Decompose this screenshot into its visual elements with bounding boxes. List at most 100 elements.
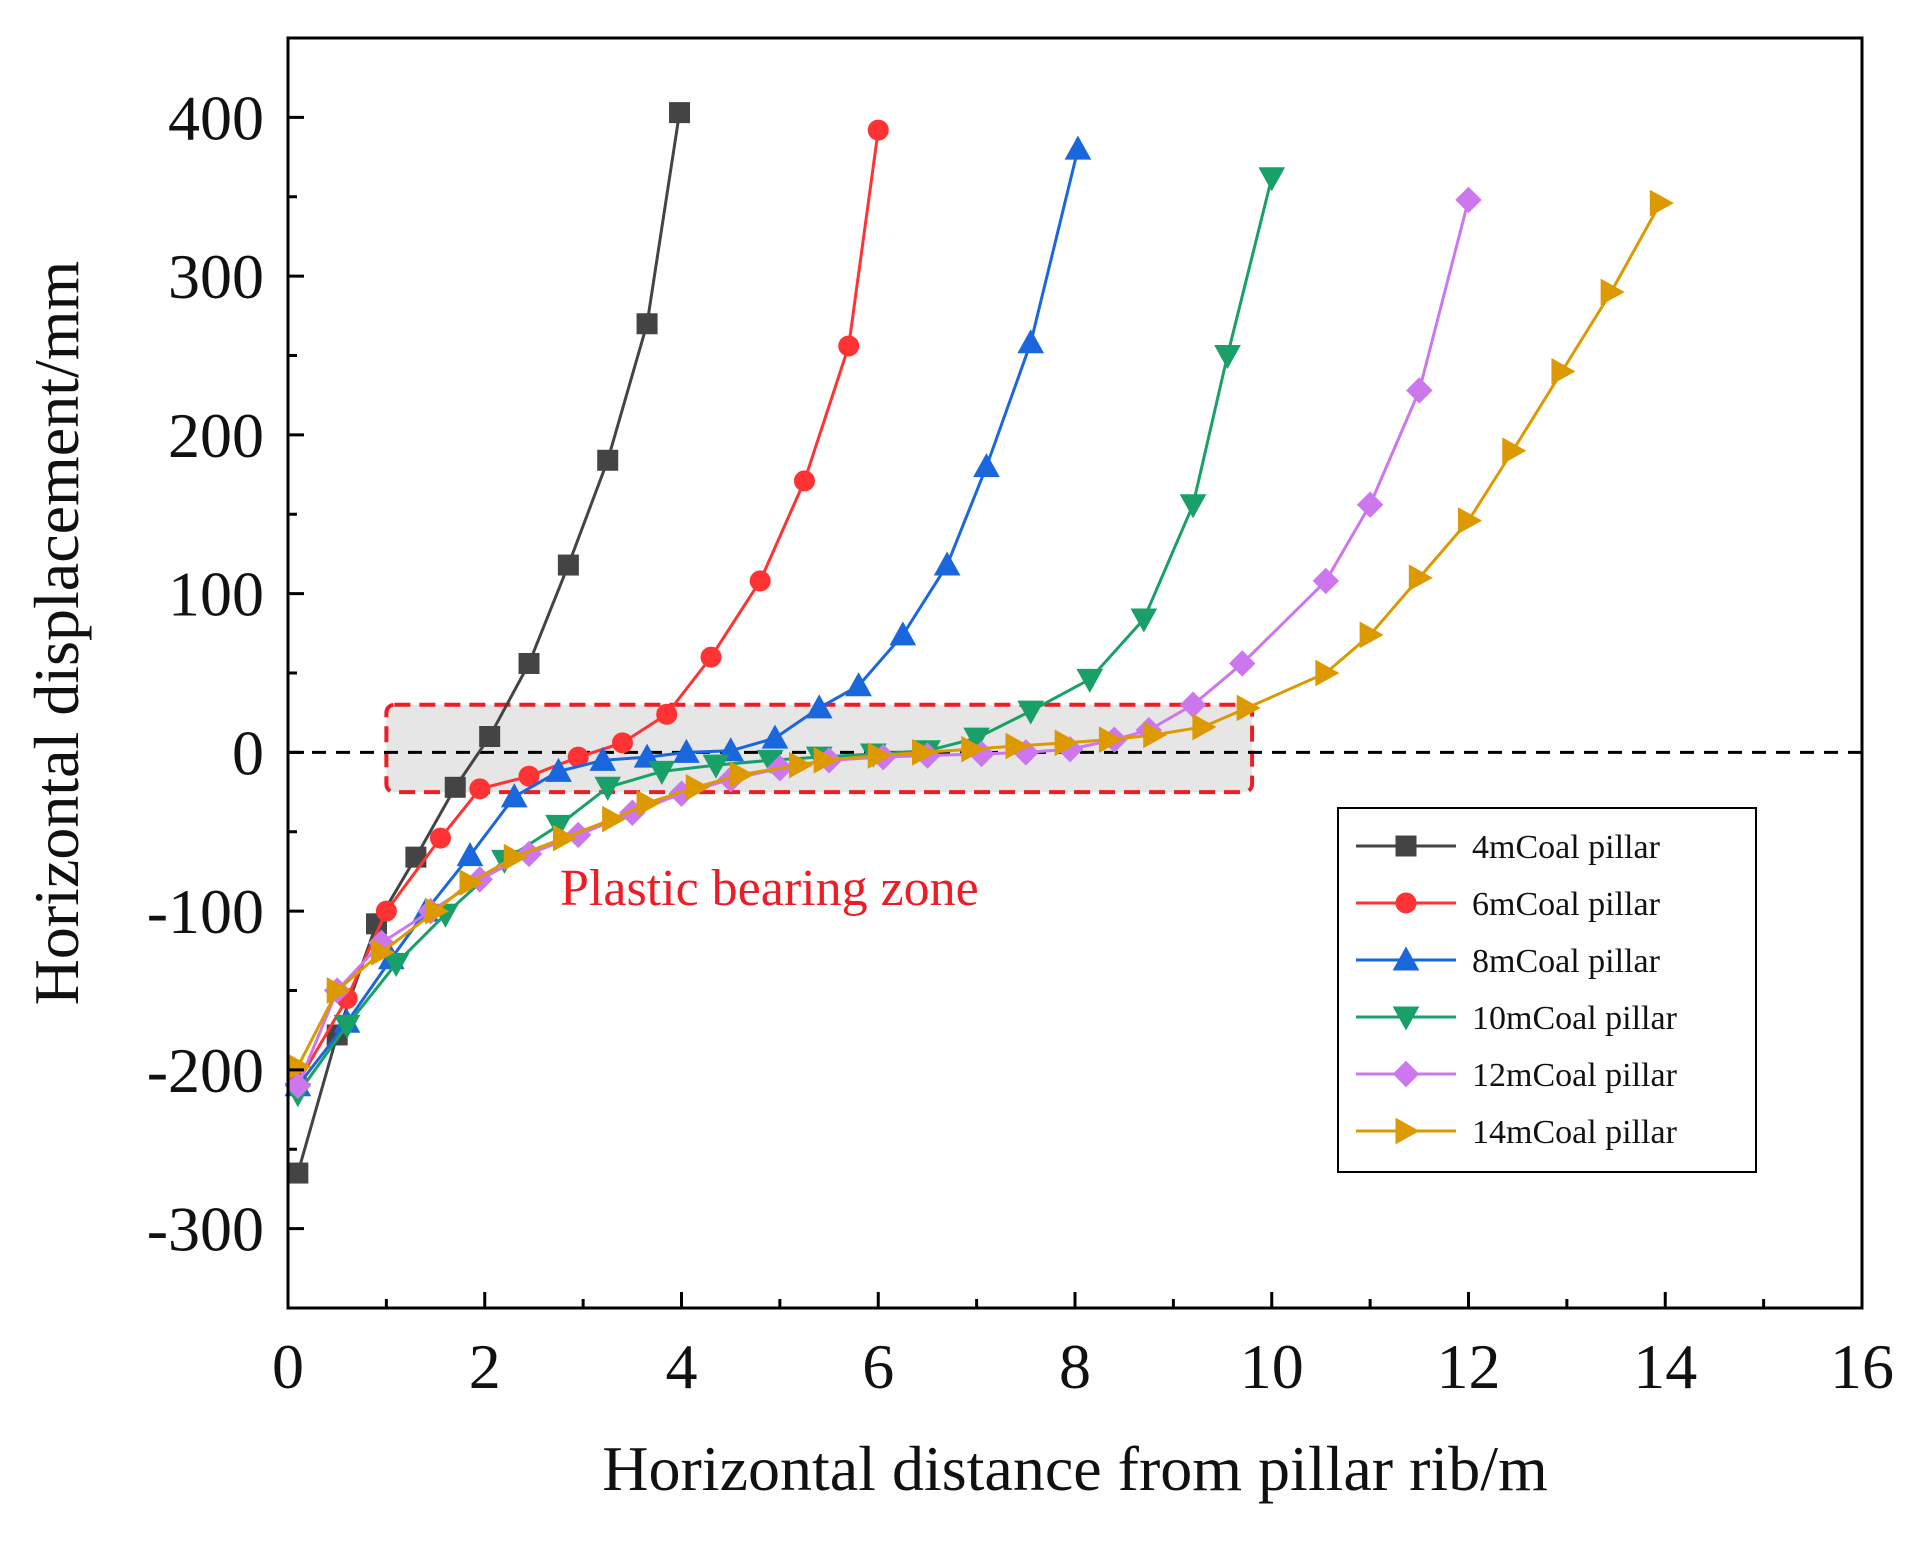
data-point xyxy=(789,751,814,779)
data-point xyxy=(503,843,528,871)
data-point xyxy=(1064,135,1092,160)
data-point xyxy=(1017,329,1045,354)
data-point xyxy=(1192,713,1217,741)
data-point xyxy=(973,453,1000,478)
data-point xyxy=(1315,659,1340,687)
data-point xyxy=(370,939,395,966)
axes-layer: 0 2 4 6 8 10 12 14 16 400 300 200 100 0 -100 -200 -300 xyxy=(147,82,1894,1402)
data-point xyxy=(961,735,986,763)
legend: 4mCoal pillar 6mCoal pillar 8mCoal pillar 1… xyxy=(1337,807,1757,1173)
legend-label: 4mCoal pillar xyxy=(1472,829,1661,866)
y-axis-title: Horizontal displacement/mm xyxy=(21,261,92,1006)
legend-marker xyxy=(1392,1060,1420,1088)
y-tick-label: -200 xyxy=(147,1035,264,1106)
legend-label: 6mCoal pillar xyxy=(1472,886,1661,923)
legend-box xyxy=(1337,807,1757,1173)
data-point xyxy=(287,1162,309,1184)
data-point xyxy=(963,727,990,752)
data-point xyxy=(382,953,410,978)
x-tick-label: 12 xyxy=(1437,1331,1501,1402)
y-tick-label: 100 xyxy=(168,559,264,630)
data-point xyxy=(459,869,484,896)
data-point xyxy=(602,805,627,833)
y-tick-label: 400 xyxy=(168,82,264,153)
data-point xyxy=(813,746,838,774)
series-line xyxy=(296,199,1470,1087)
x-tick-label: 16 xyxy=(1830,1331,1894,1402)
data-point xyxy=(838,335,860,357)
data-point xyxy=(702,754,730,779)
data-point xyxy=(1600,278,1625,306)
data-point xyxy=(1214,345,1241,370)
data-point xyxy=(889,621,917,646)
x-tick-label: 10 xyxy=(1240,1331,1304,1402)
data-point xyxy=(518,765,540,787)
data-point xyxy=(1143,721,1168,749)
data-point xyxy=(1229,650,1256,677)
data-point xyxy=(500,783,528,808)
data-point xyxy=(793,470,815,492)
x-axis-title: Horizontal distance from pillar rib/m xyxy=(602,1433,1548,1504)
data-point xyxy=(761,724,789,749)
data-point xyxy=(912,739,937,766)
data-point xyxy=(867,119,889,141)
x-tick-label: 0 xyxy=(272,1331,304,1402)
data-point xyxy=(375,900,397,922)
data-point xyxy=(552,824,577,852)
data-point xyxy=(636,313,658,335)
data-point xyxy=(1312,567,1340,595)
data-point xyxy=(1258,167,1286,192)
series-5 xyxy=(284,186,1482,1099)
data-point xyxy=(557,554,579,576)
y-tick-label: 200 xyxy=(168,400,264,471)
data-point xyxy=(1551,358,1576,385)
data-point xyxy=(805,694,833,719)
data-point xyxy=(597,449,619,471)
plastic-bearing-zone-label: Plastic bearing zone xyxy=(560,860,979,917)
y-tick-label: -300 xyxy=(147,1194,264,1265)
x-tick-label: 8 xyxy=(1059,1331,1091,1402)
series-line xyxy=(296,177,1274,1095)
data-point xyxy=(429,827,451,849)
series-4 xyxy=(284,167,1286,1108)
data-point xyxy=(1359,621,1384,649)
y-tick-label: 300 xyxy=(168,241,264,312)
data-point xyxy=(469,778,491,800)
data-point xyxy=(456,842,484,867)
data-point xyxy=(1054,729,1079,757)
data-point xyxy=(1649,189,1674,217)
data-point xyxy=(545,757,572,782)
data-point xyxy=(845,672,872,697)
legend-marker xyxy=(1395,835,1417,857)
data-point xyxy=(669,102,691,124)
data-point xyxy=(1130,608,1158,633)
data-point xyxy=(611,732,633,754)
data-point xyxy=(333,1014,361,1039)
data-point xyxy=(1005,732,1030,760)
data-point xyxy=(1502,437,1527,465)
data-point xyxy=(749,570,771,592)
legend-marker xyxy=(1395,892,1417,914)
data-point xyxy=(425,897,450,925)
data-point xyxy=(589,746,617,771)
data-point xyxy=(1458,507,1483,534)
data-point xyxy=(1179,494,1207,519)
legend-label: 12mCoal pillar xyxy=(1472,1057,1678,1094)
data-point xyxy=(1017,700,1045,725)
data-point xyxy=(1408,564,1433,592)
legend-marker xyxy=(1392,1006,1420,1031)
data-point xyxy=(594,776,622,801)
legend-label: 14mCoal pillar xyxy=(1472,1114,1678,1151)
x-tick-label: 2 xyxy=(469,1331,501,1402)
data-point xyxy=(1406,377,1433,404)
data-point xyxy=(518,652,540,674)
data-point xyxy=(1356,491,1384,518)
data-point xyxy=(673,738,700,763)
data-point xyxy=(1076,668,1104,693)
data-point xyxy=(867,742,892,769)
data-point xyxy=(545,814,572,839)
data-point xyxy=(685,773,710,801)
x-tick-label: 6 xyxy=(862,1331,894,1402)
data-point xyxy=(1455,186,1482,214)
